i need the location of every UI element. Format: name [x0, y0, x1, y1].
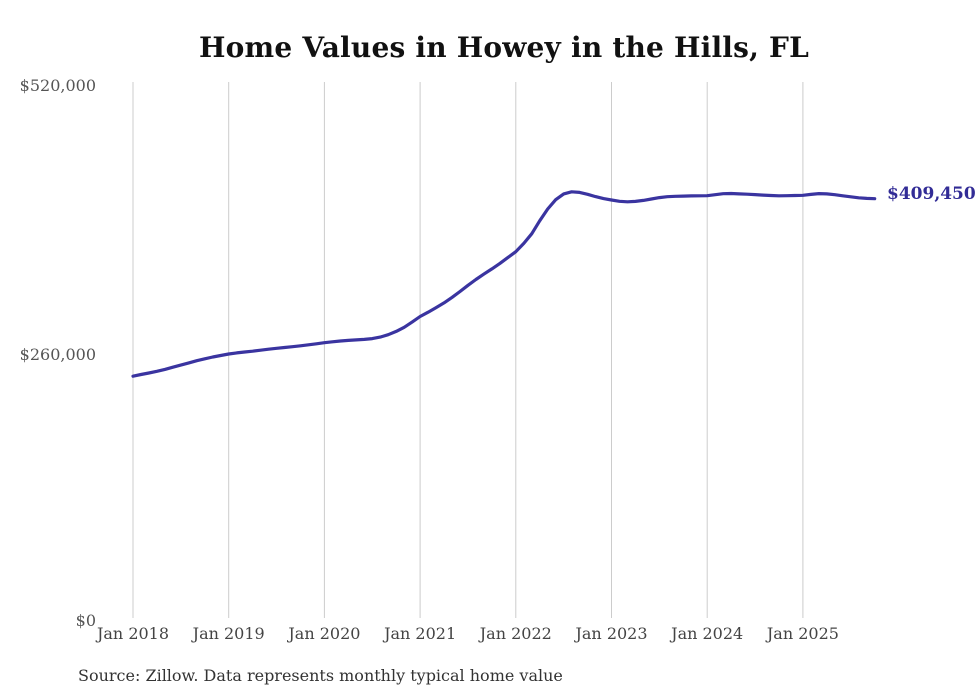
- y-tick-label-520000: $520,000: [19, 76, 96, 95]
- x-tick-label-Jan-2020: Jan 2020: [288, 624, 361, 643]
- latest-value-label: $409,450: [887, 184, 976, 204]
- source-note: Source: Zillow. Data represents monthly …: [78, 666, 563, 685]
- x-tick-label-Jan-2022: Jan 2022: [479, 624, 552, 643]
- x-tick-label-Jan-2024: Jan 2024: [671, 624, 744, 643]
- y-tick-label-0: $0: [75, 611, 96, 630]
- x-tick-label-Jan-2019: Jan 2019: [192, 624, 265, 643]
- x-tick-label-Jan-2023: Jan 2023: [575, 624, 648, 643]
- chart-title: Home Values in Howey in the Hills, FL: [199, 31, 809, 64]
- x-tick-label-Jan-2021: Jan 2021: [384, 624, 457, 643]
- home-value-line: [131, 190, 877, 378]
- x-tick-label-Jan-2018: Jan 2018: [96, 624, 170, 643]
- x-tick-label-Jan-2025: Jan 2025: [766, 624, 839, 643]
- y-tick-label-260000: $260,000: [19, 345, 96, 364]
